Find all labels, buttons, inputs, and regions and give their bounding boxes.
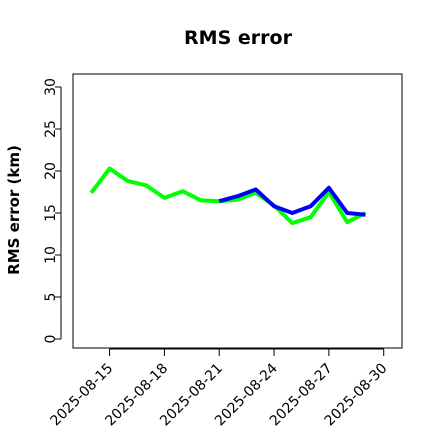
y-axis-label: RMS error (km)	[5, 145, 23, 275]
y-tick-label: 0	[43, 335, 59, 344]
y-tick-label: 25	[43, 120, 59, 138]
chart-title: RMS error	[184, 27, 293, 49]
y-tick-label: 30	[43, 78, 59, 96]
series-line-1	[89, 166, 367, 226]
y-tick-label: 15	[43, 204, 59, 222]
axes: 0510152025302025-08-152025-08-182025-08-…	[43, 78, 391, 429]
plot-frame	[72, 73, 403, 349]
y-tick-label: 20	[43, 162, 59, 180]
series-line-2	[218, 185, 366, 217]
series-group	[89, 166, 367, 226]
y-tick-label: 10	[43, 246, 59, 264]
y-tick-label: 5	[43, 293, 59, 302]
